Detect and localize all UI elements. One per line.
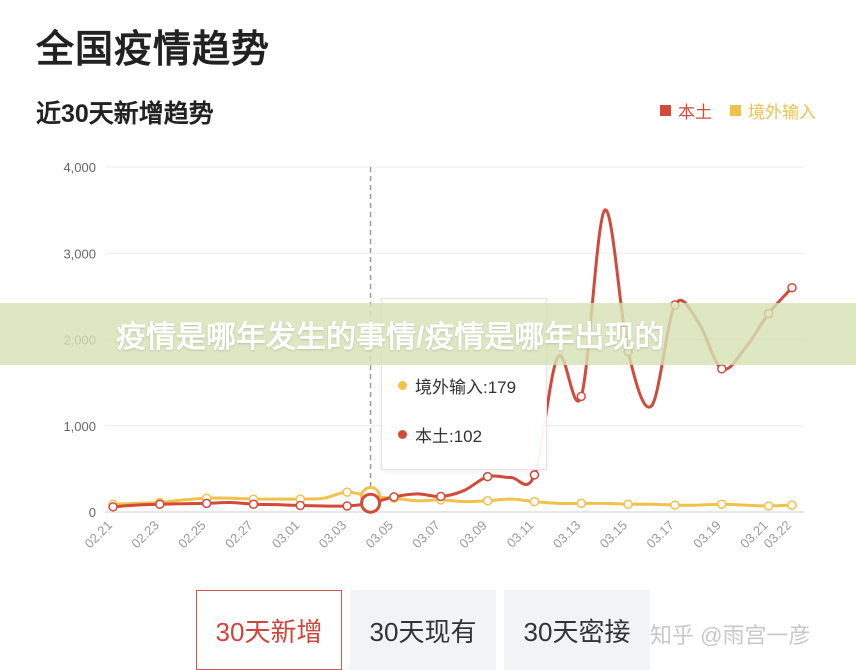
data-point-local[interactable] — [295, 500, 306, 511]
data-point-local[interactable] — [576, 391, 587, 402]
x-tick-label: 03.03 — [316, 518, 350, 552]
data-point-imported[interactable] — [529, 496, 540, 507]
x-tick-label: 03.11 — [504, 518, 537, 551]
title-banner: 疫情是哪年发生的事情/疫情是哪年出现的 — [0, 303, 856, 365]
tooltip-label-imported: 境外输入:179 — [415, 378, 517, 397]
data-point-imported[interactable] — [670, 500, 680, 510]
data-point-local[interactable] — [787, 283, 797, 293]
x-tick-label: 03.15 — [597, 518, 631, 552]
legend-swatch-local — [660, 105, 671, 116]
data-point-imported[interactable] — [717, 499, 727, 509]
data-point-local[interactable] — [717, 364, 727, 374]
page-title: 全国疫情趋势 — [36, 29, 271, 71]
x-tick-label: 03.13 — [550, 518, 584, 552]
x-tick-label: 02.27 — [222, 518, 256, 552]
legend-label-local: 本土 — [678, 103, 712, 122]
x-tick-label: 03.05 — [362, 518, 396, 552]
data-point-local[interactable] — [482, 471, 493, 482]
tab-30day-new[interactable]: 30天新增 — [196, 590, 342, 670]
data-point-local[interactable] — [436, 491, 446, 502]
tooltip-row-local: 本土:102 — [398, 422, 482, 447]
x-tick-label: 03.01 — [269, 518, 303, 552]
legend-swatch-imported — [730, 105, 741, 116]
data-point-imported[interactable] — [576, 498, 587, 509]
chart-legend: 本土 境外输入 — [660, 98, 816, 123]
banner-text: 疫情是哪年发生的事情/疫情是哪年出现的 — [116, 321, 665, 354]
data-point-imported[interactable] — [623, 499, 633, 509]
range-tabs: 30天新增 30天现有 30天密接 — [196, 590, 650, 670]
x-tick-label: 02.25 — [175, 518, 209, 552]
legend-item-imported[interactable]: 境外输入 — [730, 98, 816, 123]
data-point-local[interactable] — [155, 499, 165, 509]
y-tick-label: 0 — [89, 505, 96, 520]
tooltip-row-imported: 境外输入:179 — [398, 373, 516, 398]
legend-label-imported: 境外输入 — [748, 103, 816, 122]
y-tick-label: 3,000 — [63, 246, 96, 261]
x-tick-label: 02.23 — [128, 518, 162, 552]
data-point-local[interactable] — [389, 492, 399, 502]
data-point-imported[interactable] — [787, 500, 797, 510]
data-point-local[interactable] — [529, 470, 540, 480]
y-tick-label: 4,000 — [63, 160, 96, 175]
chart-subtitle: 近30天新增趋势 — [36, 100, 214, 128]
x-tick-label: 03.17 — [643, 518, 677, 552]
y-tick-label: 1,000 — [63, 419, 96, 434]
tab-30day-current[interactable]: 30天现有 — [350, 590, 496, 670]
x-tick-label: 03.09 — [456, 518, 490, 552]
tooltip-dot-local — [398, 430, 407, 439]
x-tick-label: 03.07 — [409, 518, 443, 552]
tooltip-label-local: 本土:102 — [415, 427, 483, 446]
data-point-local[interactable] — [108, 502, 118, 512]
x-tick-label: 03.22 — [761, 518, 795, 552]
trend-chart[interactable]: 01,0002,0003,0004,00002.2102.2302.2502.2… — [0, 0, 856, 590]
x-tick-label: 03.19 — [690, 518, 724, 552]
data-point-imported[interactable] — [763, 501, 774, 511]
data-point-local[interactable] — [248, 499, 259, 509]
legend-item-local[interactable]: 本土 — [660, 98, 712, 123]
highlight-point-local[interactable] — [360, 492, 382, 514]
x-tick-label: 02.21 — [82, 518, 116, 552]
tooltip-dot-imported — [398, 381, 407, 390]
data-point-imported[interactable] — [482, 496, 493, 506]
data-point-local[interactable] — [342, 501, 352, 511]
data-point-local[interactable] — [201, 498, 212, 509]
tab-30day-contacts[interactable]: 30天密接 — [504, 590, 650, 670]
data-point-imported[interactable] — [342, 487, 352, 497]
watermark: 知乎 @雨宫一彦 — [650, 623, 811, 648]
